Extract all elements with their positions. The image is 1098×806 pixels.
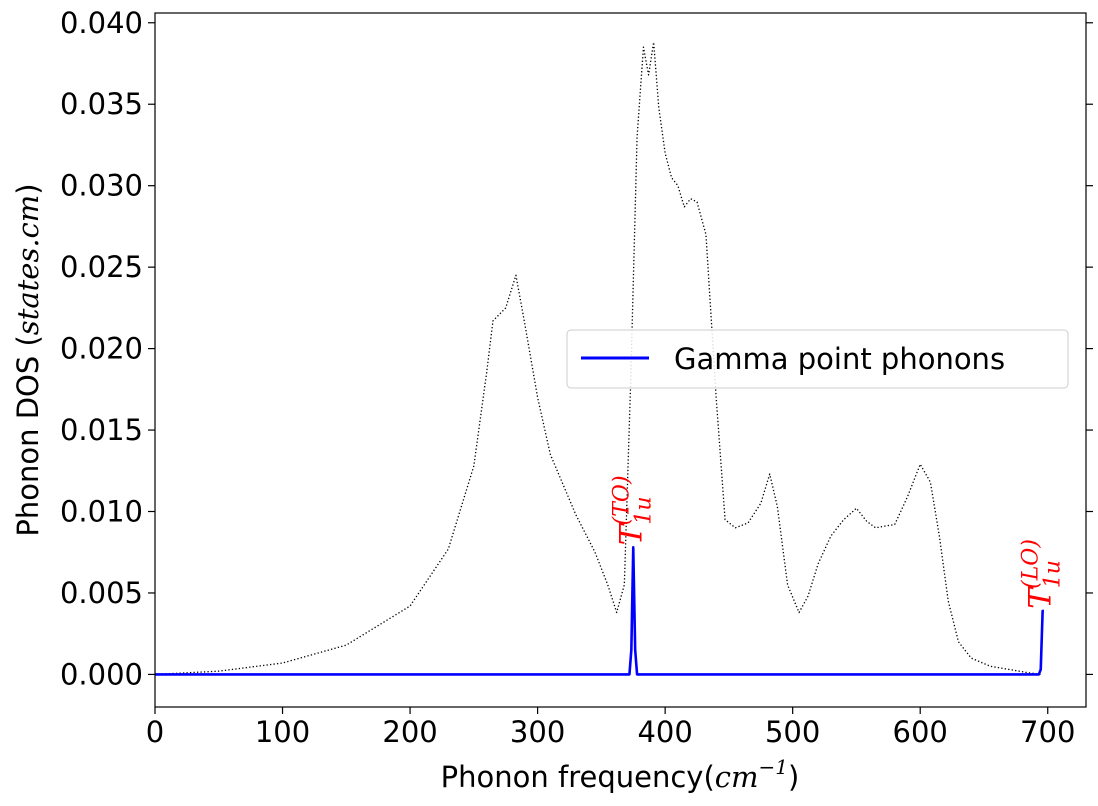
x-tick-label: 300 [510,715,565,749]
y-tick-label: 0.030 [60,169,143,203]
series-line-gamma [155,546,1044,676]
legend: Gamma point phonons [566,329,1069,389]
x-tick-label: 0 [146,715,164,749]
y-tick-label: 0.015 [60,413,143,447]
legend-frame [566,329,1069,389]
x-tick-label: 400 [637,715,692,749]
y-tick-label: 0.000 [60,657,143,691]
peak-annotation-superscript: (TO) [609,475,634,525]
annotation-layer: T1u(TO)T1u(LO) [609,475,1065,608]
x-tick-label: 600 [893,715,948,749]
peak-annotation: T1u(LO) [1019,539,1066,609]
y-tick-label: 0.035 [60,87,143,121]
series-layer [154,41,1044,676]
x-tick-label: 700 [1020,715,1075,749]
y-tick-label: 0.040 [60,6,143,40]
y-tick-label: 0.025 [60,250,143,284]
peak-annotation-superscript: (LO) [1019,539,1044,589]
peak-annotation: T1u(TO) [609,475,656,545]
y-tick-label: 0.010 [60,495,143,529]
series-line-dos [154,41,1042,676]
y-tick-label: 0.005 [60,576,143,610]
x-tick-label: 200 [382,715,437,749]
peak-annotation-label: T1u [1023,560,1066,609]
y-axis-title: Phonon DOS (states.cm) [11,183,45,536]
x-tick-label: 500 [765,715,820,749]
peak-annotation-label: T1u [613,496,656,545]
y-tick-label: 0.020 [60,332,143,366]
y-axis: 0.000 0.005 0.010 0.015 0.020 0.025 0.030 0.035… [60,6,1093,691]
legend-label: Gamma point phonons [674,342,1005,376]
x-axis-title: Phonon frequency(cm−1) [441,755,800,794]
x-axis: 0 100 200 300 400 500 600 700 [146,707,1075,749]
plot-frame [154,12,1087,708]
x-tick-label: 100 [255,715,310,749]
